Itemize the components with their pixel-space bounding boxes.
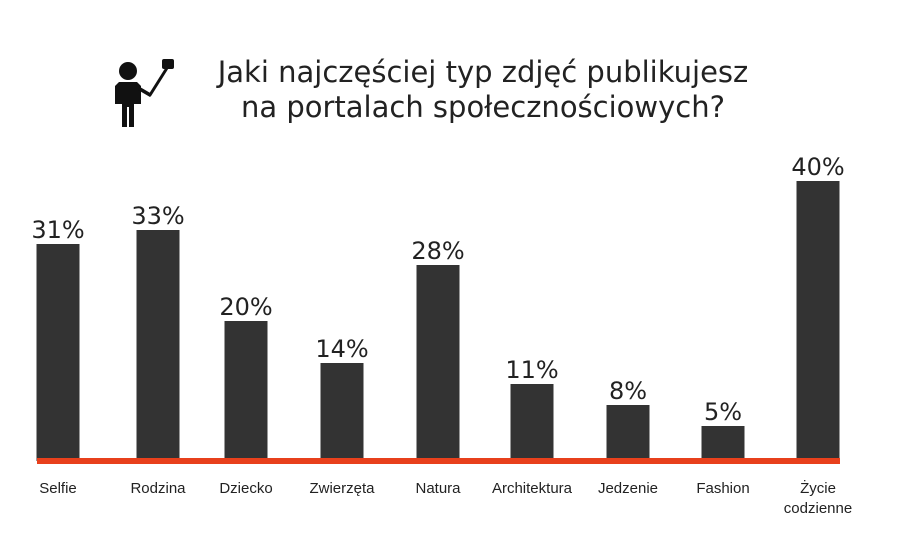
category-label-0: Selfie [39, 480, 77, 497]
selfie-stick-person-icon [115, 59, 174, 127]
category-label-4: Natura [415, 480, 461, 497]
bar-0 [36, 244, 80, 461]
x-axis-baseline [37, 458, 840, 464]
bar-8 [796, 181, 840, 461]
bar-6 [606, 405, 650, 461]
category-label-8-line-1: codzienne [784, 500, 852, 517]
bar-3 [320, 363, 364, 461]
value-label-5: 11% [505, 356, 558, 384]
category-label-8-line-0: Życie [800, 479, 836, 497]
value-label-8: 40% [791, 153, 844, 181]
value-label-1: 33% [131, 202, 184, 230]
bar-1 [136, 230, 180, 461]
value-label-0: 31% [31, 216, 84, 244]
bar-2 [224, 321, 268, 461]
category-label-3: Zwierzęta [309, 480, 375, 497]
plot-area: 31% Selfie 33% Rodzina 20% Dziecko 14% Zwierzęt… [31, 153, 852, 517]
value-label-2: 20% [219, 293, 272, 321]
value-label-4: 28% [411, 237, 464, 265]
category-label-2: Dziecko [219, 480, 272, 497]
category-label-6: Jedzenie [598, 480, 658, 497]
chart-title-line-1: Jaki najczęściej typ zdjęć publikujesz [216, 55, 749, 89]
chart-header: Jaki najczęściej typ zdjęć publikujesz n… [115, 55, 748, 127]
value-label-7: 5% [704, 398, 742, 426]
category-label-7: Fashion [696, 480, 749, 497]
bar-5 [510, 384, 554, 461]
category-label-5: Architektura [492, 480, 573, 497]
value-label-3: 14% [315, 335, 368, 363]
bar-7 [701, 426, 745, 461]
value-label-6: 8% [609, 377, 647, 405]
category-label-1: Rodzina [130, 480, 186, 497]
chart-title-line-2: na portalach społecznościowych? [241, 90, 725, 124]
bar-4 [416, 265, 460, 461]
